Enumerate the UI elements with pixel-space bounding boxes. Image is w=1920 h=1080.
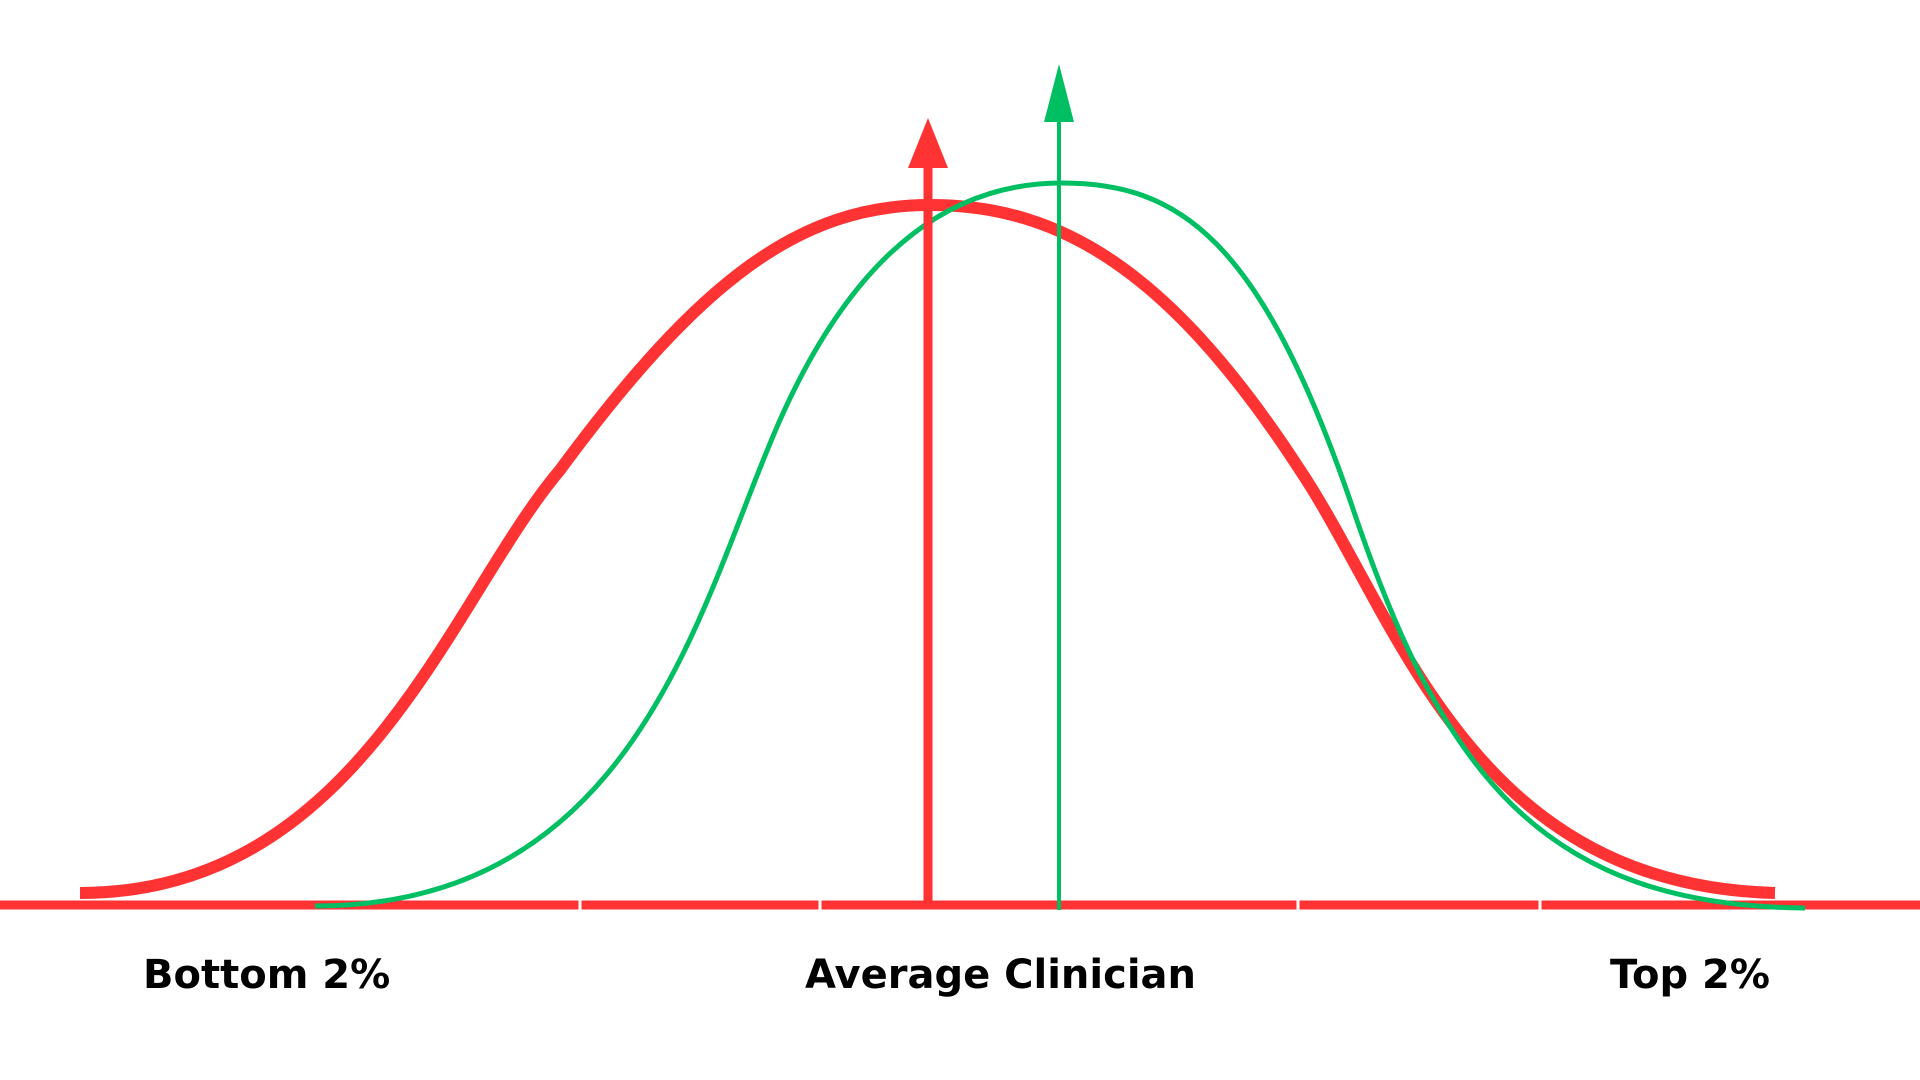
red-average-arrow [908, 118, 948, 905]
green-average-arrow [1044, 64, 1074, 910]
top-2-percent-label: Top 2% [1610, 952, 1770, 998]
baseline-gaps [578, 899, 1542, 911]
green-distribution-curve [314, 180, 1806, 911]
bottom-2-percent-label: Bottom 2% [143, 952, 391, 998]
average-clinician-label: Average Clinician [805, 952, 1196, 998]
